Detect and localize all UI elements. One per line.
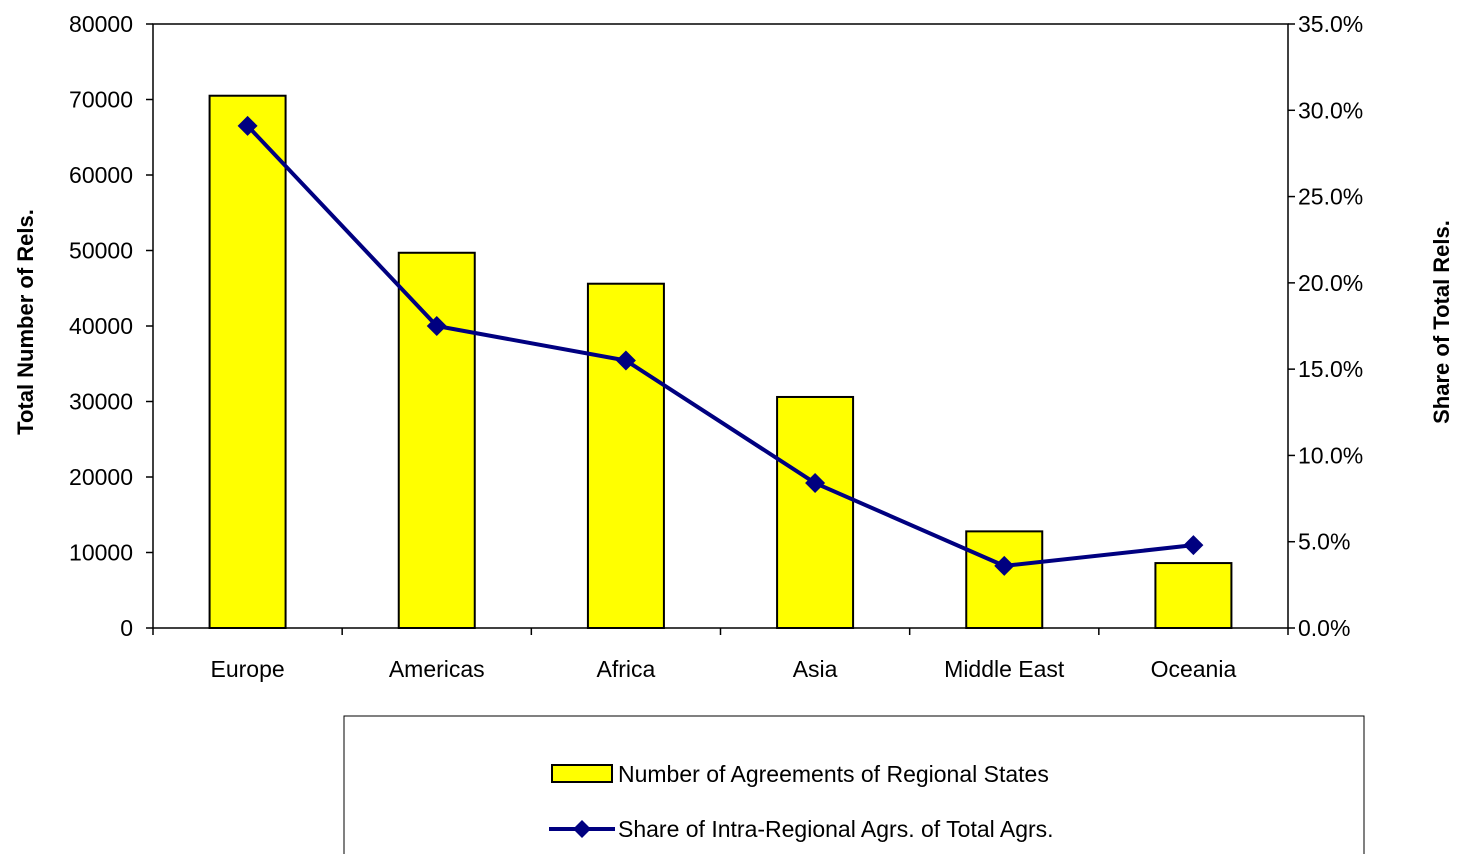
share-line: [246, 124, 1194, 568]
legend-label-bars: Number of Agreements of Regional States: [618, 761, 1049, 787]
y-axis-title-left: Total Number of Rels.: [13, 209, 38, 435]
plot-frame: [152, 23, 1289, 629]
x-tick-label: Americas: [389, 656, 485, 682]
plot-area-border: [152, 23, 1289, 629]
legend-label-line: Share of Intra-Regional Agrs. of Total A…: [618, 816, 1054, 842]
y-tick-label: 40000: [69, 313, 133, 339]
y2-tick-label: 10.0%: [1298, 442, 1363, 468]
share-point-asia: [805, 473, 826, 494]
y-axis-left: 0 10000 20000 30000 40000 50000 60000 70000 8000…: [69, 11, 153, 641]
y2-tick-label: 25.0%: [1298, 184, 1363, 210]
legend-line-marker: [573, 820, 591, 838]
share-point-europe: [237, 115, 258, 136]
share-point-middle-east: [994, 555, 1015, 576]
bar-middle-east: [965, 530, 1044, 629]
y-axis-title-right: Share of Total Rels.: [1429, 220, 1454, 424]
y-tick-label: 80000: [69, 11, 133, 37]
y2-tick-label: 0.0%: [1298, 615, 1350, 641]
y-tick-label: 10000: [69, 540, 133, 566]
y2-tick-label: 35.0%: [1298, 11, 1363, 37]
y-tick-label: 70000: [69, 87, 133, 113]
y2-tick-label: 30.0%: [1298, 97, 1363, 123]
y-tick-label: 20000: [69, 464, 133, 490]
x-tick-label: Asia: [793, 656, 838, 682]
share-point-oceania: [1183, 535, 1204, 556]
y-tick-label: 30000: [69, 389, 133, 415]
y2-tick-label: 15.0%: [1298, 356, 1363, 382]
y-tick-label: 60000: [69, 162, 133, 188]
y2-tick-label: 20.0%: [1298, 270, 1363, 296]
share-point-africa: [615, 350, 636, 371]
legend: Number of Agreements of Regional States …: [343, 715, 1365, 854]
x-tick-label: Middle East: [944, 656, 1065, 682]
bar-africa: [586, 282, 665, 629]
x-axis: Europe Americas Africa Asia Middle East Ocean…: [152, 628, 1289, 682]
bar-oceania: [1154, 562, 1233, 630]
legend-bar-swatch: [551, 764, 613, 783]
line-series: [237, 115, 1204, 576]
y-tick-label: 0: [120, 615, 133, 641]
x-tick-label: Africa: [597, 656, 656, 682]
y-tick-label: 50000: [69, 238, 133, 264]
y2-tick-label: 5.0%: [1298, 529, 1350, 555]
share-point-americas: [426, 316, 447, 336]
bar-asia: [776, 395, 855, 629]
legend-box: [343, 715, 1365, 854]
bar-europe: [208, 94, 287, 630]
bar-americas: [397, 251, 476, 629]
bar-series: [208, 94, 1233, 630]
x-tick-label: Oceania: [1151, 656, 1237, 682]
x-tick-label: Europe: [210, 656, 284, 682]
y-axis-right: 0.0% 5.0% 10.0% 15.0% 20.0% 25.0% 30.0% 35.0%: [1288, 11, 1363, 641]
